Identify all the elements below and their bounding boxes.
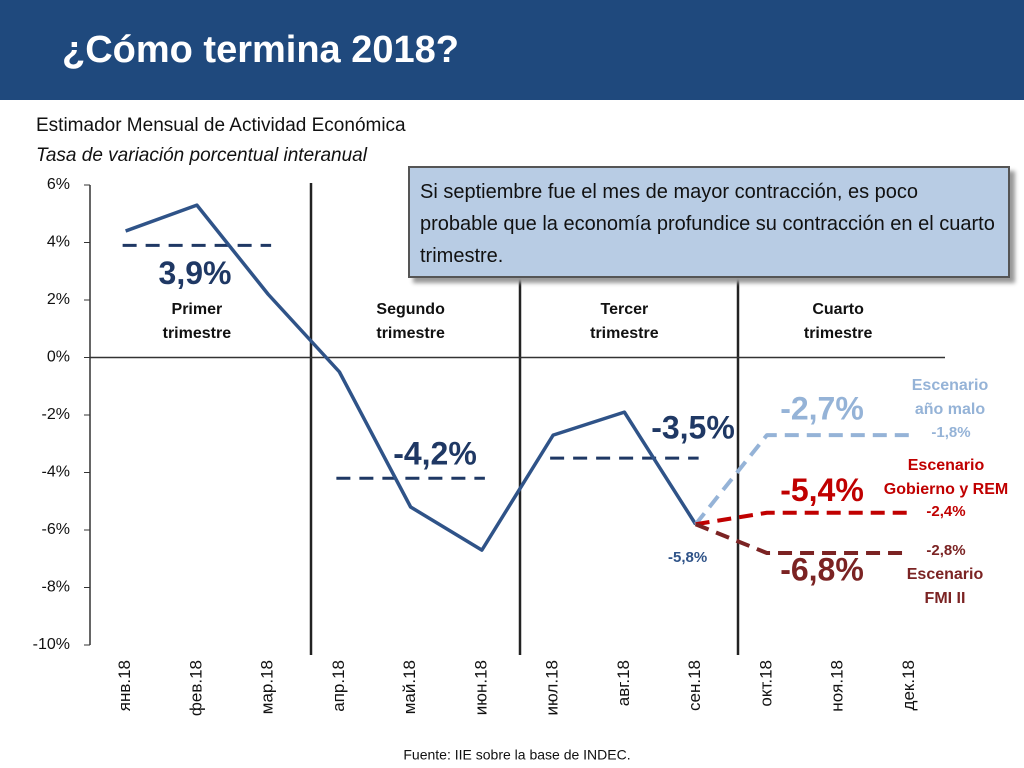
scenario-name: Escenario Gobierno y REM (883, 457, 1009, 498)
scenario-q4-label: -5,4% (780, 472, 864, 508)
scenario-annual-label: -2,4% (926, 503, 965, 520)
scenario-line (695, 510, 910, 527)
y-tick-label: 0% (47, 349, 70, 366)
quarter-average-label: -3,5% (651, 410, 735, 446)
quarter-average-label: -4,2% (393, 436, 477, 472)
chart-subtitle: Tasa de variación porcentual interanual (36, 145, 368, 166)
x-tick-label: сен.18 (685, 660, 704, 711)
x-tick-label: авг.18 (614, 660, 633, 706)
scenario-q4-label: -2,7% (780, 391, 864, 427)
data-label: -5,8% (668, 549, 707, 566)
scenario-line (694, 433, 910, 526)
source: Fuente: IIE sobre la base de INDEC. (403, 747, 630, 763)
y-tick-label: 6% (47, 176, 70, 193)
quarter-label: Tercer trimestre (590, 301, 659, 342)
x-tick-label: июн.18 (471, 660, 490, 715)
y-tick-label: 4% (47, 234, 70, 251)
callout: Si septiembre fue el mes de mayor contra… (408, 166, 1010, 278)
scenario-name: Escenario FMI II (906, 566, 984, 607)
slide-title: ¿Cómo termina 2018? (62, 29, 459, 71)
x-tick-label: ноя.18 (828, 660, 847, 712)
x-tick-label: июл.18 (543, 660, 562, 715)
y-tick-label: -4% (42, 464, 70, 481)
y-tick-label: -2% (42, 406, 70, 423)
x-tick-label: янв.18 (115, 660, 134, 711)
scenario-annual-label: -1,8% (931, 424, 970, 441)
quarter-average-label: 3,9% (159, 255, 232, 291)
scenario-name: Escenario año malo (911, 377, 989, 418)
header-band (0, 0, 1024, 100)
x-tick-label: фев.18 (186, 660, 205, 716)
y-tick-label: -8% (42, 579, 70, 596)
x-tick-label: апр.18 (329, 660, 348, 712)
scenario-annual-label: -2,8% (926, 542, 965, 559)
y-tick-label: 2% (47, 291, 70, 308)
x-tick-label: май.18 (400, 660, 419, 714)
y-tick-label: -6% (42, 521, 70, 538)
scenario-line (694, 522, 910, 555)
x-tick-label: окт.18 (756, 660, 775, 707)
scenario-q4-label: -6,8% (780, 551, 864, 587)
data-line (125, 203, 698, 552)
x-tick-label: мар.18 (258, 660, 277, 714)
quarter-label: Segundo trimestre (376, 301, 445, 342)
x-tick-label: дек.18 (899, 660, 918, 710)
y-tick-label: -10% (33, 636, 70, 653)
chart-title: Estimador Mensual de Actividad Económica (36, 115, 406, 136)
quarter-label: Primer trimestre (162, 301, 232, 342)
quarter-label: Cuarto trimestre (803, 301, 873, 342)
